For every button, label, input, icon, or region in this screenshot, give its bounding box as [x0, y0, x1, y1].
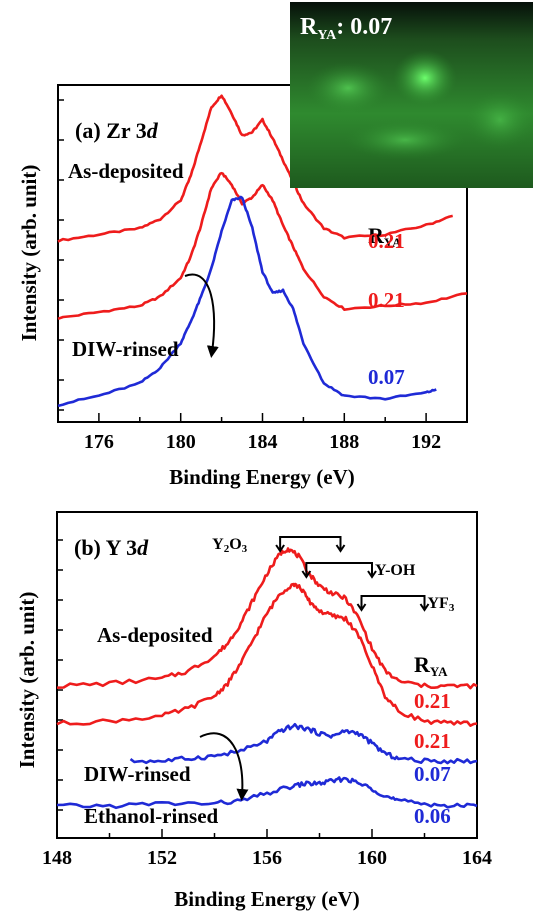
annotation-as-deposited-b: As-deposited: [97, 623, 213, 647]
ratio-label-2: 0.21: [368, 288, 405, 312]
annotation-as-deposited-a: As-deposited: [68, 159, 184, 183]
panel-b-series: [56, 547, 478, 810]
panel-a-xlabel: Binding Energy (eV): [169, 465, 355, 489]
x-tick-label: 184: [248, 431, 278, 453]
peak-bracket-label: YF3: [428, 595, 455, 614]
ratio-label-3: 0.07: [414, 762, 451, 786]
series-line-2: [56, 582, 478, 727]
ratio-label-4: 0.06: [414, 804, 451, 828]
panel-b: 148 152 156 160 164 (b) Y 3d Y2O3 Y-OH YF3 As-…: [15, 511, 492, 911]
panel-a-arrow: [184, 273, 219, 358]
panel-a-ratio-labels: 0.21 0.21 0.07: [368, 229, 405, 389]
x-tick-label: 156: [252, 847, 282, 869]
annotation-ethanol-rinsed-b: Ethanol-rinsed: [84, 804, 219, 828]
x-tick-label: 192: [411, 431, 441, 453]
series-line-3: [129, 722, 478, 765]
x-tick-label: 152: [147, 847, 177, 869]
peak-bracket-3: YF3: [356, 595, 455, 614]
panel-a-ylabel: Intensity (arb. unit): [17, 165, 41, 342]
ratio-label-2: 0.21: [414, 729, 451, 753]
panel-b-ticks: 148 152 156 160 164: [42, 539, 492, 869]
panel-a-label: (a) Zr 3d: [75, 118, 159, 143]
series-line-2: [57, 171, 468, 321]
panel-b-ylabel: Intensity (arb. unit): [15, 592, 39, 769]
x-tick-label: 176: [84, 431, 114, 453]
panel-b-arrow: [199, 732, 249, 801]
panel-a-series: [57, 94, 468, 408]
annotation-diw-rinsed-b: DIW-rinsed: [84, 762, 191, 786]
peak-bracket-label: Y2O3: [212, 536, 248, 555]
x-tick-label: 148: [42, 847, 72, 869]
ratio-label-1: 0.21: [368, 229, 405, 253]
series-line-1: [57, 94, 453, 243]
ratio-header-b: RYA: [414, 652, 448, 679]
series-line-3: [57, 195, 437, 408]
series-line-4: [56, 776, 478, 810]
annotation-diw-rinsed-a: DIW-rinsed: [72, 337, 179, 361]
ratio-header-a: RYA: [368, 223, 402, 250]
x-tick-label: 180: [166, 431, 196, 453]
ratio-label-1: 0.21: [414, 689, 451, 713]
panel-b-xlabel: Binding Energy (eV): [174, 887, 360, 911]
panel-b-peak-brackets: Y2O3 Y-OH YF3: [212, 536, 455, 614]
x-tick-label: 160: [357, 847, 387, 869]
ratio-label-3: 0.07: [368, 365, 405, 389]
inset-label: RYA: 0.07: [300, 14, 392, 43]
panel-b-label: (b) Y 3d: [74, 535, 149, 560]
series-line-1: [56, 547, 478, 690]
panel-b-ratio-labels: 0.21 0.21 0.07 0.06: [414, 689, 451, 828]
peak-bracket-2: Y-OH: [301, 562, 416, 579]
inset-image: RYA: 0.07: [290, 2, 535, 188]
panel-a: 176 180 184 188 192 (a) Zr 3d As-deposited D…: [17, 84, 468, 489]
peak-bracket-label: Y-OH: [375, 562, 416, 579]
peak-bracket-1: Y2O3: [212, 536, 346, 555]
x-tick-label: 164: [462, 847, 492, 869]
x-tick-label: 188: [329, 431, 359, 453]
panel-a-ticks: 176 180 184 188 192: [57, 99, 468, 453]
